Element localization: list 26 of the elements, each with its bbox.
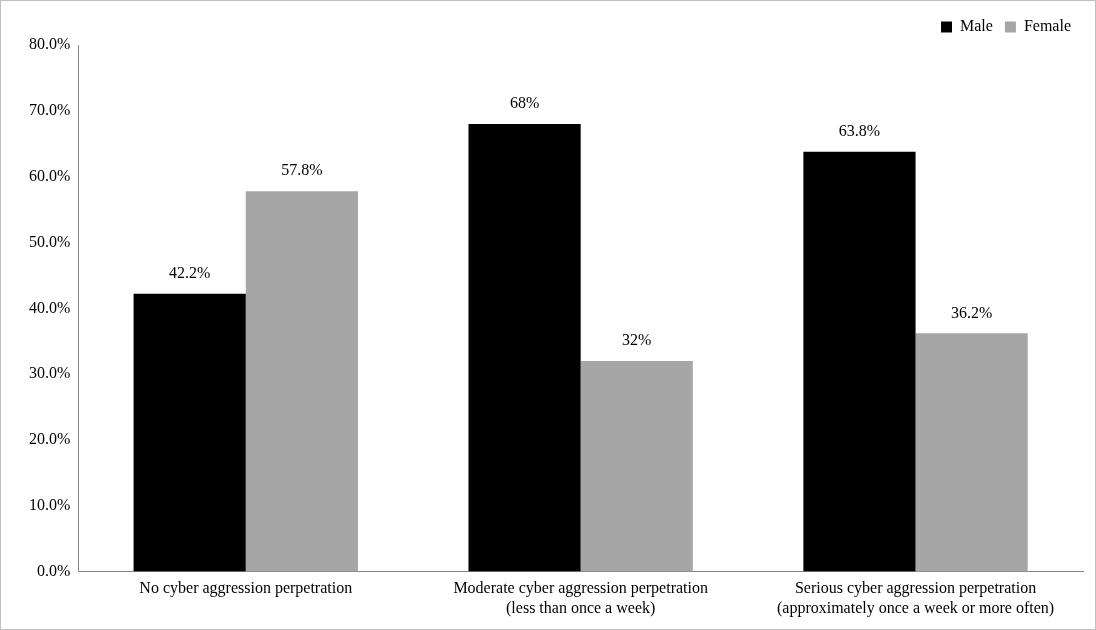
x-tick-label: Serious cyber aggression perpetration (approximately once a week or more often) xyxy=(776,579,1055,617)
y-tick-label: 10.0% xyxy=(29,495,71,513)
bar xyxy=(915,333,1028,572)
y-tick-label: 50.0% xyxy=(29,232,71,250)
data-label: 36.2% xyxy=(950,303,993,321)
x-tick-label: Moderate cyber aggression perpetration (less than once a week) xyxy=(453,579,708,617)
bar xyxy=(468,123,581,572)
bar xyxy=(133,293,246,572)
bar xyxy=(245,191,358,572)
bar xyxy=(580,360,693,572)
data-label: 42.2% xyxy=(169,264,211,282)
data-label: 63.8% xyxy=(838,121,881,139)
legend-label: Male xyxy=(960,17,993,35)
y-tick-label: 20.0% xyxy=(29,430,71,448)
y-tick-label: 60.0% xyxy=(29,166,71,184)
data-label: 68% xyxy=(509,94,540,112)
bar xyxy=(803,151,916,572)
y-tick-label: 0.0% xyxy=(37,561,71,579)
y-tick-label: 30.0% xyxy=(29,364,71,382)
y-tick-label: 40.0% xyxy=(29,298,71,316)
y-tick-label: 70.0% xyxy=(29,101,71,119)
y-tick-label: 80.0% xyxy=(29,35,71,53)
x-tick-label: No cyber aggression perpetration xyxy=(139,579,353,598)
data-label: 32% xyxy=(622,331,652,349)
data-label: 57.8% xyxy=(281,161,323,179)
legend-label: Female xyxy=(1023,17,1071,35)
